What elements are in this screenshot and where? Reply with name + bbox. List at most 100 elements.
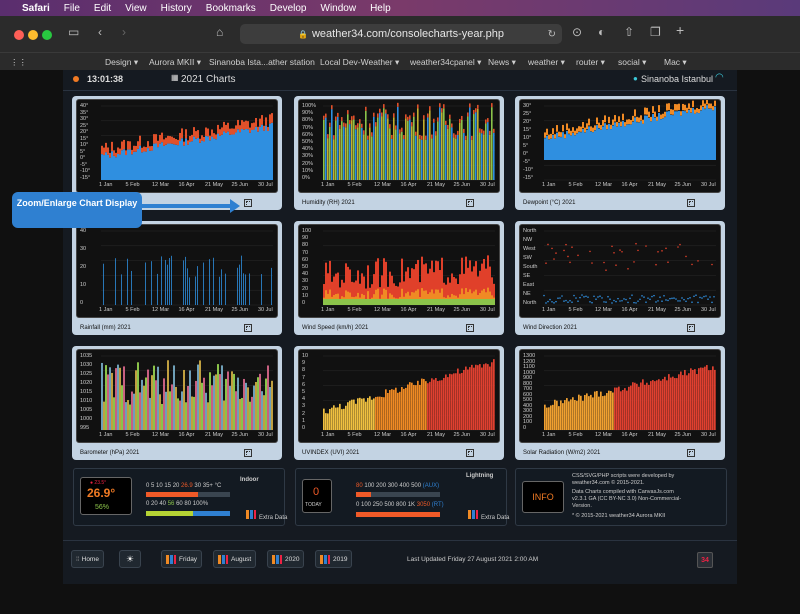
x-tick-label: 25 Jun <box>231 432 249 438</box>
fav-item[interactable]: Aurora MKII ▾ <box>149 57 201 67</box>
chart-mark <box>325 117 327 180</box>
year-2019-button[interactable]: 2019 <box>315 550 353 568</box>
chart-mark <box>441 112 443 180</box>
chart-mark <box>680 371 682 430</box>
forward-icon[interactable]: › <box>122 25 126 39</box>
fav-item[interactable]: weather34cpanel ▾ <box>410 57 482 67</box>
tabs-icon[interactable]: ❐ <box>650 25 661 39</box>
menu-edit[interactable]: Edit <box>93 2 112 14</box>
chart-mark <box>237 377 239 430</box>
chart-mark <box>471 364 473 430</box>
enlarge-chart-icon[interactable] <box>687 324 695 332</box>
year-2020-button[interactable]: 2020 <box>267 550 305 568</box>
indoor-extra-data-link[interactable]: Extra Data <box>246 510 287 521</box>
wind-direction-chart[interactable]: North NW West SW South SE East NE North 1 Jan 5 Fe… <box>519 224 721 318</box>
download-icon[interactable]: ⊙ <box>572 25 583 39</box>
solar-radiation-chart[interactable]: 1300 1200 1100 1000 900 800 700 600 500 400 300 200… <box>519 349 721 443</box>
minimize-window-button[interactable] <box>28 30 38 40</box>
enlarge-chart-icon[interactable] <box>466 324 474 332</box>
enlarge-chart-icon[interactable] <box>687 199 695 207</box>
chart-mark <box>413 112 415 117</box>
back-icon[interactable]: ‹ <box>98 25 102 39</box>
fav-item[interactable]: Mac ▾ <box>664 57 687 67</box>
enlarge-chart-icon[interactable] <box>244 199 252 207</box>
x-tick-label: 12 Mar <box>152 307 170 313</box>
menu-develop[interactable]: Develop <box>269 2 307 14</box>
info-button[interactable]: INFO <box>522 481 564 513</box>
chart-mark <box>594 391 596 430</box>
x-tick-label: 21 May <box>648 432 667 438</box>
chart-mark <box>686 375 688 430</box>
lightning-extra-data-link[interactable]: Extra Data <box>468 510 509 521</box>
chart-mark <box>235 132 237 180</box>
chart-mark <box>705 295 707 297</box>
chart-mark <box>566 130 568 160</box>
home-icon[interactable]: ⌂ <box>216 25 224 39</box>
share-icon[interactable]: ⇧ <box>624 25 635 39</box>
chart-mark <box>131 149 133 155</box>
enlarge-chart-icon[interactable] <box>466 449 474 457</box>
chart-mark <box>650 116 652 122</box>
chart-mark <box>395 129 397 180</box>
close-window-button[interactable] <box>14 30 24 40</box>
humidity-chart[interactable]: 100% 90% 80% 70% 60% 50% 40% 30% 20% 10% 0% 1 Jan 5 … <box>298 99 500 193</box>
chart-mark <box>584 394 586 430</box>
chart-mark <box>103 147 105 156</box>
chart-mark <box>341 299 343 305</box>
enlarge-chart-icon[interactable] <box>244 449 252 457</box>
y-tick-label: 5° <box>523 143 529 149</box>
fav-item[interactable]: News ▾ <box>488 57 516 67</box>
chart-mark <box>185 402 187 430</box>
chart-mark <box>327 413 329 430</box>
chart-mark <box>329 126 331 180</box>
zoom-window-button[interactable] <box>42 30 52 40</box>
chart-mark <box>227 122 229 132</box>
dewpoint-chart[interactable]: 30° 25° 20° 15° 10° 5° 0° -5° -10° -15° 1 Jan 5 Feb… <box>519 99 721 193</box>
fav-item[interactable]: Sinanoba Ista...ather station <box>209 57 315 67</box>
wind-speed-chart[interactable]: 100 90 80 70 60 50 40 30 20 10 0 1 Jan 5 Feb 12 Mar 16… <box>298 224 500 318</box>
fav-item[interactable]: Local Dev-Weather ▾ <box>320 57 400 67</box>
enlarge-chart-icon[interactable] <box>244 324 252 332</box>
august-button[interactable]: August <box>213 550 257 568</box>
chart-mark <box>355 280 357 305</box>
chart-mark <box>473 299 475 305</box>
menu-file[interactable]: File <box>63 2 80 14</box>
enlarge-chart-icon[interactable] <box>466 199 474 207</box>
fav-item[interactable]: social ▾ <box>618 57 647 67</box>
indoor-hum-scale: 0 20 40 56 60 80 100% <box>146 501 208 507</box>
menu-history[interactable]: History <box>160 2 192 14</box>
august-label: August <box>231 555 252 563</box>
rainfall-chart[interactable]: 40 30 20 10 0 1 Jan 5 Feb 12 Mar 16 Apr 21 May 25 … <box>76 224 278 318</box>
chart-mark <box>553 258 555 260</box>
chart-mark <box>337 299 339 305</box>
fav-item[interactable]: router ▾ <box>576 57 605 67</box>
menu-help[interactable]: Help <box>370 2 391 14</box>
chart-mark <box>658 105 660 113</box>
menu-bookmarks[interactable]: Bookmarks <box>205 2 256 14</box>
chart-mark <box>479 132 481 180</box>
sidebar-icon[interactable]: ▭ <box>68 25 80 39</box>
fav-item[interactable]: Design ▾ <box>105 57 139 67</box>
grid-icon[interactable]: ⋮⋮ <box>10 57 27 67</box>
lightning-bar-2 <box>356 512 440 517</box>
chart-mark <box>363 398 365 430</box>
chart-mark <box>459 122 461 180</box>
friday-button[interactable]: Friday <box>161 550 203 568</box>
menu-view[interactable]: View <box>125 2 147 14</box>
uvindex-chart[interactable]: 10 9 8 7 6 5 4 3 2 1 0 1 Jan 5 Feb 12 Mar 16 Apr 21 May… <box>298 349 500 443</box>
reload-icon[interactable]: ↻ <box>547 28 556 40</box>
theme-toggle-button[interactable]: ☀ <box>119 550 141 568</box>
new-tab-icon[interactable]: + <box>676 22 685 38</box>
shield-icon[interactable]: ◐ <box>598 25 606 39</box>
home-button[interactable]: ⁞⁞ Home <box>71 550 104 568</box>
barometer-chart[interactable]: 1035 1030 1025 1020 1015 1010 1005 1000 995 1 Jan… <box>76 349 278 443</box>
menu-safari[interactable]: Safari <box>22 2 50 14</box>
address-bar[interactable]: 🔒 weather34.com/consolecharts-year.php ↻ <box>240 24 562 44</box>
enlarge-chart-icon[interactable] <box>687 449 695 457</box>
chart-mark <box>487 287 489 305</box>
temperature-chart[interactable]: 40° 35° 30° 25° 20° 15° 10° 5° 0° -5° -10° -15° 1 Ja… <box>76 99 278 193</box>
fav-item[interactable]: weather ▾ <box>528 57 565 67</box>
chart-mark <box>327 134 329 139</box>
wind-speed-chart-label: Wind Speed (km/h) 2021 <box>302 325 369 331</box>
menu-window[interactable]: Window <box>320 2 357 14</box>
